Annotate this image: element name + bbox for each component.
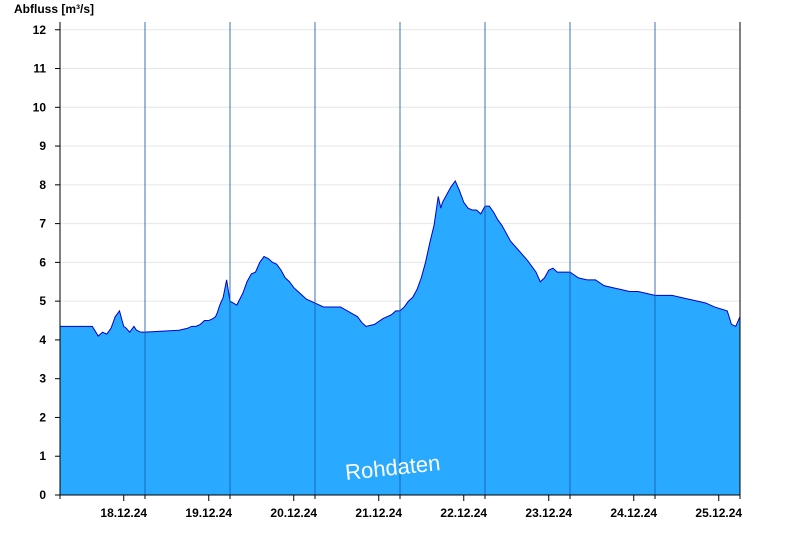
x-tick-label: 23.12.24 <box>525 506 572 520</box>
x-tick-label: 21.12.24 <box>355 506 402 520</box>
y-tick-label: 3 <box>39 372 46 386</box>
y-tick-label: 11 <box>33 62 46 76</box>
y-tick-label: 2 <box>39 410 46 424</box>
y-tick-label: 5 <box>39 294 46 308</box>
y-tick-label: 12 <box>33 23 47 37</box>
x-tick-label: 20.12.24 <box>270 506 317 520</box>
y-tick-label: 0 <box>39 488 46 502</box>
day-separator-lines <box>144 22 656 495</box>
y-tick-label: 1 <box>39 449 46 463</box>
x-tick-label: 22.12.24 <box>440 506 487 520</box>
y-axis-label: Abfluss [m³/s] <box>14 2 94 16</box>
y-tick-label: 10 <box>33 100 47 114</box>
series-line <box>60 179 741 337</box>
x-tick-label: 19.12.24 <box>185 506 232 520</box>
x-ticks: 18.12.24 19.12.24 20.12.24 21.12.24 22.12.24… <box>59 495 742 520</box>
x-tick-label: 24.12.24 <box>610 506 657 520</box>
y-tick-label: 9 <box>39 139 46 153</box>
y-tick-label: 7 <box>39 217 46 231</box>
y-tick-label: 8 <box>39 178 46 192</box>
y-tick-label: 4 <box>39 333 46 347</box>
x-tick-label: 25.12.24 <box>695 506 742 520</box>
y-tick-label: 6 <box>39 255 46 269</box>
x-tick-label: 18.12.24 <box>100 506 147 520</box>
